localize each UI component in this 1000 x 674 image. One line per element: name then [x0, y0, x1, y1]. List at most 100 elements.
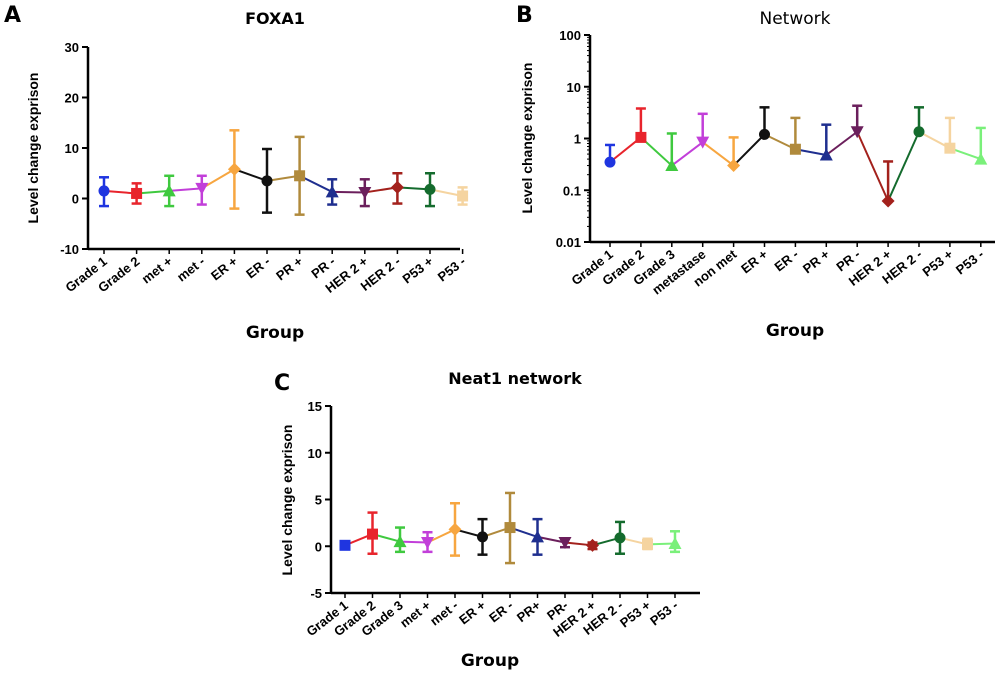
panel-c-xlabel: Group: [461, 651, 519, 671]
panel-a-ytick-label: 30: [65, 40, 79, 55]
panel-c-data-point: [477, 531, 488, 543]
panel-a-category-label: P53 -: [435, 254, 469, 285]
panel-b-series-segment: [702, 141, 735, 167]
panel-a-letter: A: [4, 3, 21, 28]
panel-b: B Network Level change exprison Group 0.…: [516, 3, 995, 341]
panel-a-series-segment: [169, 187, 202, 192]
panel-b-data-point: [759, 128, 770, 140]
panel-a-category-label: P53 +: [400, 253, 437, 286]
panel-b-ytick-label: 0.01: [556, 235, 581, 250]
panel-a-series-segment: [201, 168, 235, 190]
panel-b-ylabel: Level change exprison: [519, 63, 535, 214]
panel-b-category-label: P53 +: [919, 246, 956, 279]
panel-c-data-point: [642, 538, 653, 550]
panel-a-data-point: [457, 190, 469, 202]
panel-a-ytick-label: 0: [72, 192, 79, 207]
panel-a-ylabel: Level change exprison: [25, 73, 41, 224]
panel-b-ytick-label: 1: [574, 132, 581, 147]
panel-a-ytick-label: 20: [65, 91, 79, 106]
panel-c-ytick-label: -5: [310, 586, 322, 601]
panel-c-title: Neat1 network: [448, 369, 582, 388]
panel-b-title: Network: [760, 9, 831, 29]
panel-b-ytick-label: 0.1: [563, 183, 581, 198]
panel-a-category-label: ER +: [208, 253, 241, 283]
panel-a-data-point: [261, 175, 273, 187]
panel-c-ylabel: Level change exprison: [279, 425, 295, 576]
panel-a-xlabel: Group: [246, 323, 304, 343]
panel-b-series-segment: [671, 141, 704, 167]
panel-c-data-point: [504, 522, 516, 534]
panel-a-data-point: [98, 185, 110, 197]
panel-a-series-segment: [332, 190, 365, 194]
panel-b-category-label: ER +: [738, 246, 771, 276]
panel-c-ytick-label: 10: [308, 446, 322, 461]
panel-a-title: FOXA1: [245, 9, 305, 28]
panel-c-data-point: [558, 537, 572, 550]
panel-b-data-point: [696, 136, 710, 149]
panel-b-xlabel: Group: [766, 321, 824, 341]
panel-a: A FOXA1 Level change exprison Group -10 0…: [4, 3, 468, 343]
panel-a-data-point: [424, 183, 436, 195]
panel-a-ytick-label: -10: [60, 242, 79, 257]
panel-b-data-point: [635, 131, 647, 143]
panel-c-category-label: P53 +: [617, 597, 654, 630]
panel-b-data-point: [850, 126, 864, 139]
panel-b-data-point: [727, 159, 741, 173]
panel-c-category-label: ER -: [486, 598, 516, 626]
panel-c-data-point: [367, 528, 378, 540]
panel-a-data-point: [294, 170, 306, 182]
panel-c-ytick-label: 5: [315, 493, 322, 508]
panel-c-series-segment: [399, 540, 428, 544]
panel-a-data-point: [358, 186, 372, 199]
panel-a-data-point: [325, 185, 339, 198]
panel-a-series-segment: [234, 168, 268, 182]
panel-b-data-point: [665, 159, 679, 172]
panel-b-category-label: PR +: [800, 246, 833, 276]
panel-a-data-point: [195, 182, 209, 195]
panel-c-data-point: [614, 532, 626, 544]
panel-a-category-label: met -: [174, 254, 208, 285]
panel-a-category-label: ER -: [243, 254, 273, 282]
panel-b-letter: B: [516, 3, 533, 28]
panel-b-data-point: [789, 143, 801, 155]
panel-c: C Neat1 network Level change exprison Gr…: [274, 369, 700, 671]
panel-c-letter: C: [274, 371, 290, 396]
panel-b-data-point: [944, 142, 956, 154]
panel-a-category-label: PR +: [273, 253, 306, 283]
panel-b-ytick-label: 100: [559, 28, 581, 43]
panel-c-ytick-label: 15: [308, 399, 322, 414]
panel-c-data-point: [586, 538, 599, 552]
panel-b-data-point: [881, 194, 895, 208]
panel-b-category-label: P53 -: [953, 247, 987, 278]
panel-b-series-segment: [887, 131, 920, 202]
panel-b-data-point: [604, 156, 616, 168]
panel-c-data-point: [531, 530, 544, 543]
panel-c-category-label: met -: [427, 598, 461, 629]
panel-b-series-segment: [856, 131, 890, 202]
panel-c-data-point: [393, 535, 407, 548]
panel-a-ytick-label: 10: [65, 141, 79, 156]
panel-b-ytick-label: 10: [567, 80, 581, 95]
panel-b-data-point: [819, 148, 833, 161]
panel-a-category-label: met +: [139, 253, 176, 286]
panel-a-data-point: [131, 187, 143, 199]
panel-c-category-label: ER +: [456, 597, 489, 627]
panel-b-data-point: [974, 152, 988, 165]
panel-c-data-point: [339, 539, 351, 551]
panel-a-data-point: [390, 180, 404, 194]
panel-a-data-point: [227, 162, 241, 176]
panel-c-category-label: PR+: [514, 597, 544, 625]
panel-c-data-point: [421, 537, 434, 550]
panel-b-category-label: ER -: [772, 247, 802, 275]
panel-a-data-point: [162, 184, 176, 197]
panel-c-series-segment: [537, 535, 566, 544]
panel-c-ytick-label: 0: [315, 539, 322, 554]
panel-c-data-point: [448, 522, 462, 536]
panel-b-data-point: [913, 126, 925, 138]
panel-c-data-point: [668, 536, 682, 549]
panel-c-category-label: met +: [397, 597, 434, 630]
